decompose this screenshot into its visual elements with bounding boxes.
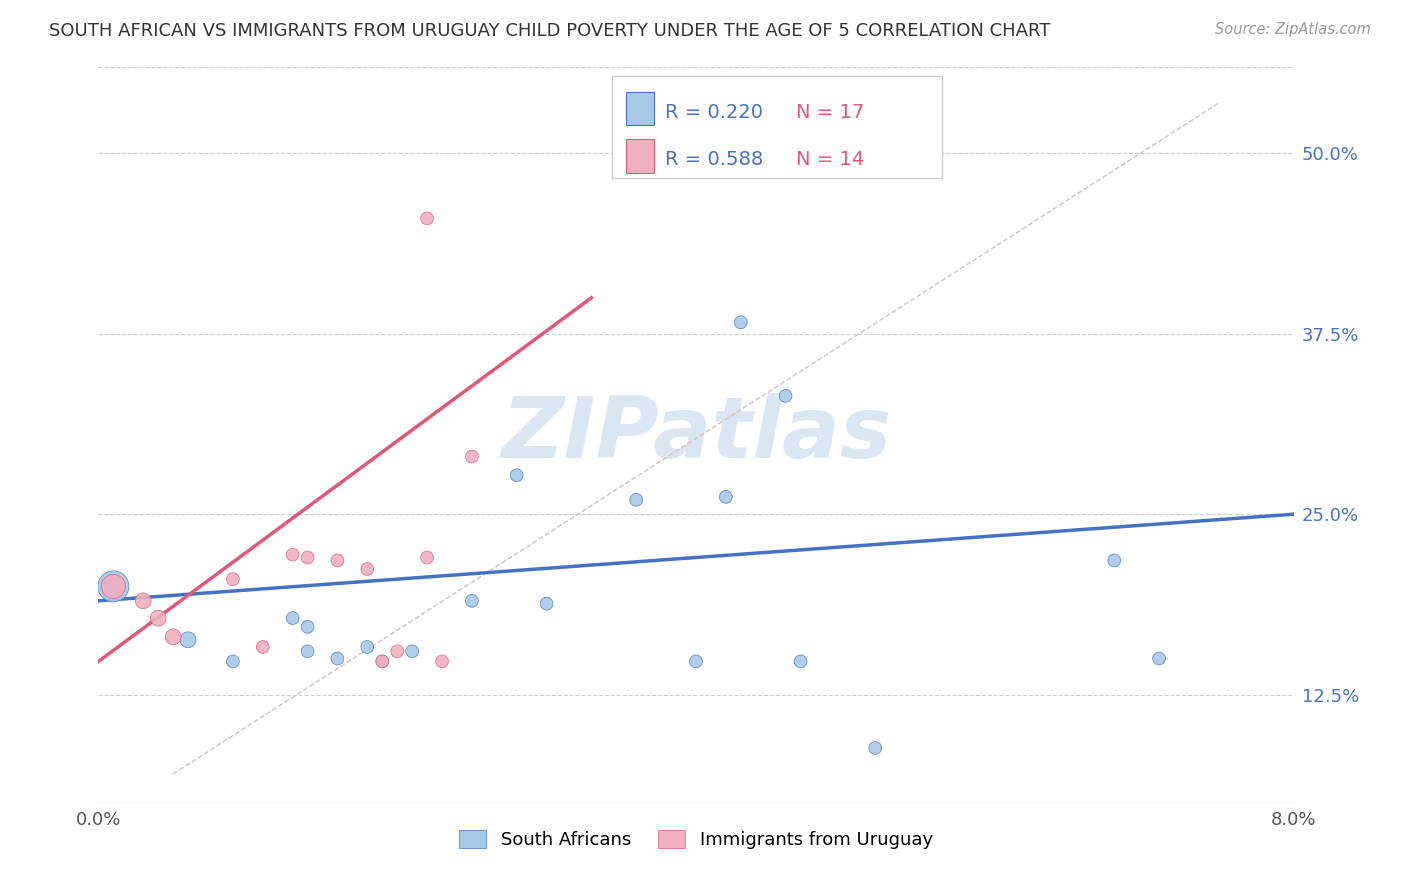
Point	[356, 562, 378, 576]
Point	[103, 579, 125, 593]
Point	[222, 654, 245, 668]
Point	[252, 640, 274, 654]
Point	[461, 450, 484, 464]
Legend: South Africans, Immigrants from Uruguay: South Africans, Immigrants from Uruguay	[460, 830, 932, 849]
Point	[356, 640, 378, 654]
Text: ZIPatlas: ZIPatlas	[501, 393, 891, 476]
Point	[536, 597, 558, 611]
Point	[297, 620, 319, 634]
Point	[789, 654, 811, 668]
Point	[177, 632, 200, 647]
Point	[297, 644, 319, 658]
Point	[1147, 651, 1170, 665]
Text: N = 17: N = 17	[796, 103, 865, 121]
Point	[326, 651, 349, 665]
Text: SOUTH AFRICAN VS IMMIGRANTS FROM URUGUAY CHILD POVERTY UNDER THE AGE OF 5 CORREL: SOUTH AFRICAN VS IMMIGRANTS FROM URUGUAY…	[49, 22, 1050, 40]
Point	[626, 492, 648, 507]
Point	[281, 611, 304, 625]
Point	[132, 594, 155, 608]
Point	[730, 315, 752, 329]
Point	[385, 644, 409, 658]
Point	[401, 644, 423, 658]
Point	[416, 211, 439, 226]
Point	[326, 553, 349, 567]
Point	[297, 550, 319, 565]
Point	[416, 550, 439, 565]
Point	[371, 654, 394, 668]
Point	[461, 594, 484, 608]
Point	[148, 611, 170, 625]
Point	[162, 630, 184, 644]
Point	[714, 490, 737, 504]
Point	[430, 654, 453, 668]
Text: Source: ZipAtlas.com: Source: ZipAtlas.com	[1215, 22, 1371, 37]
Point	[103, 579, 125, 593]
Point	[281, 548, 304, 562]
Point	[865, 741, 887, 756]
Point	[222, 572, 245, 586]
Point	[371, 654, 394, 668]
Point	[775, 389, 797, 403]
Text: R = 0.588: R = 0.588	[665, 150, 763, 169]
Text: N = 14: N = 14	[796, 150, 865, 169]
Point	[1104, 553, 1126, 567]
Point	[685, 654, 707, 668]
Point	[506, 468, 529, 483]
Text: R = 0.220: R = 0.220	[665, 103, 763, 121]
